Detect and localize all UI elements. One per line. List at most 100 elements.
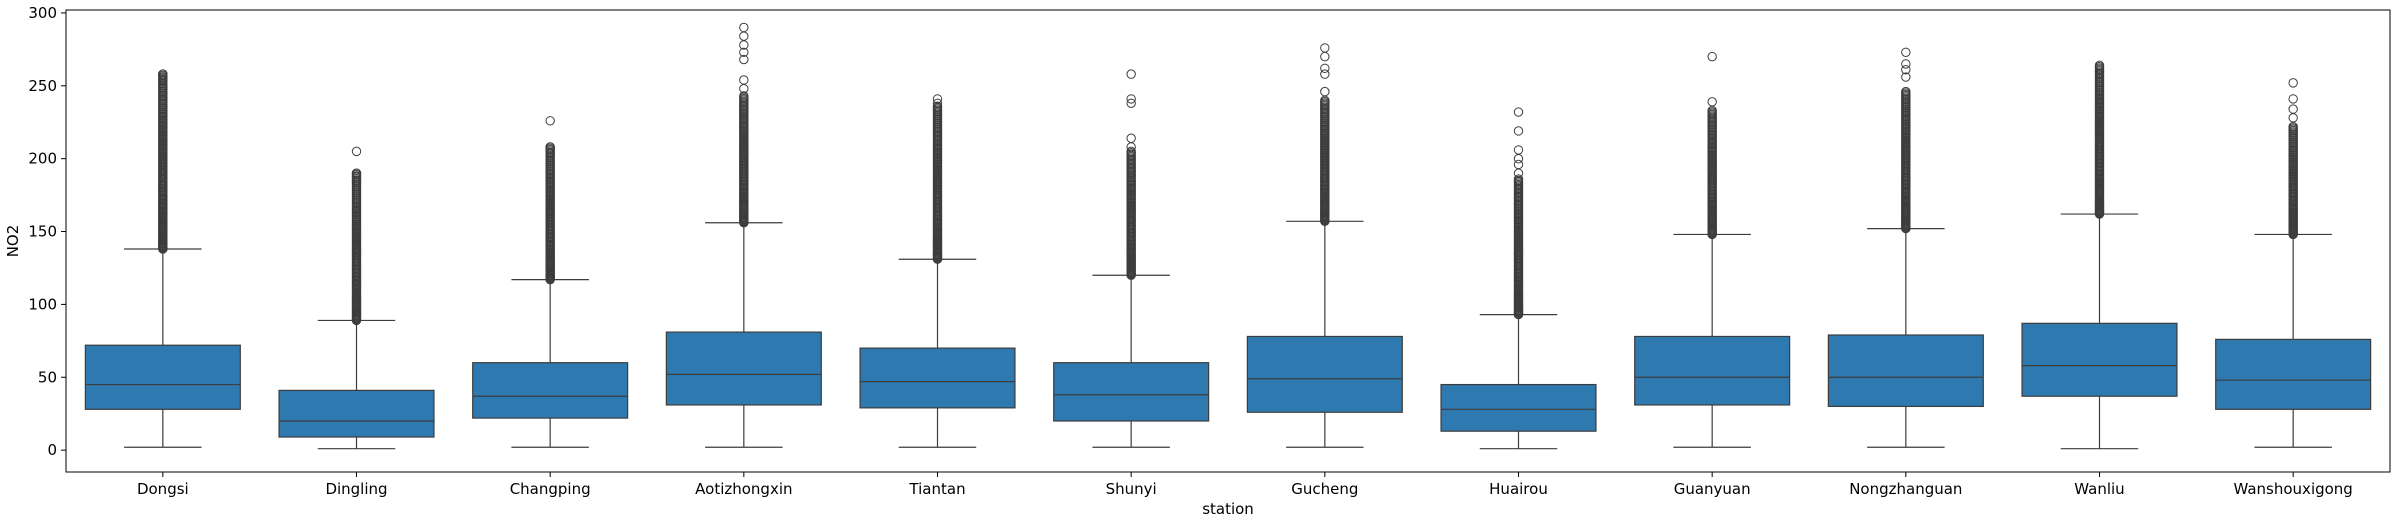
flier-point bbox=[1513, 174, 1524, 184]
x-tick-label: Aotizhongxin bbox=[695, 480, 792, 498]
box-group-gucheng bbox=[1246, 43, 1403, 448]
fliers bbox=[351, 146, 362, 326]
flier-point bbox=[545, 116, 555, 126]
fliers bbox=[2094, 60, 2105, 219]
plot-frame bbox=[65, 9, 2391, 473]
flier-point bbox=[2094, 60, 2105, 71]
flier-point bbox=[351, 168, 362, 178]
fliers bbox=[739, 22, 749, 228]
flier-point bbox=[1901, 47, 1911, 57]
flier-point bbox=[351, 175, 362, 186]
flier-point bbox=[2288, 78, 2298, 88]
box-group-dingling bbox=[278, 146, 435, 450]
box-group-shunyi bbox=[1053, 69, 1210, 448]
flier-point bbox=[1513, 145, 1524, 155]
flier-point bbox=[1513, 153, 1524, 164]
box-group-huairou bbox=[1440, 107, 1597, 450]
flier-point bbox=[158, 69, 168, 79]
flier-point bbox=[1126, 98, 1136, 108]
flier-point bbox=[2288, 104, 2298, 114]
flier-point bbox=[1126, 94, 1136, 104]
flier-point bbox=[1126, 133, 1136, 143]
flier-point bbox=[1513, 126, 1524, 136]
flier-point bbox=[351, 146, 362, 157]
box-iqr bbox=[278, 389, 435, 438]
y-tick-label: 300 bbox=[28, 4, 57, 22]
flier-point bbox=[739, 54, 749, 65]
fliers bbox=[2288, 78, 2298, 240]
y-tick-label: 250 bbox=[28, 77, 57, 95]
flier-point bbox=[1126, 69, 1136, 79]
y-axis-label: NO2 bbox=[4, 225, 22, 258]
fliers bbox=[1126, 69, 1136, 280]
x-tick-label: Wanshouxigong bbox=[2233, 480, 2352, 498]
flier-point bbox=[1320, 43, 1330, 53]
box-iqr bbox=[665, 331, 822, 406]
fliers bbox=[545, 116, 555, 285]
box-iqr bbox=[2021, 322, 2178, 397]
box-iqr bbox=[2215, 338, 2372, 410]
flier-point bbox=[739, 22, 749, 33]
flier-point bbox=[2288, 113, 2298, 123]
x-tick-label: Dongsi bbox=[137, 480, 189, 498]
x-tick-label: Guanyuan bbox=[1674, 480, 1751, 498]
flier-point bbox=[739, 75, 749, 85]
x-tick-label: Huairou bbox=[1489, 480, 1548, 498]
flier-point bbox=[1320, 63, 1330, 73]
flier-point bbox=[1901, 86, 1911, 97]
box-iqr bbox=[859, 347, 1016, 409]
box-iqr bbox=[1827, 334, 1984, 408]
flier-point bbox=[739, 31, 749, 41]
y-tick-label: 0 bbox=[47, 441, 57, 459]
axes-layer: Dongsi Dingling Changping Aotizhongxin Tiant… bbox=[28, 4, 2391, 498]
flier-point bbox=[1513, 159, 1524, 170]
x-tick-label: Gucheng bbox=[1291, 480, 1358, 498]
box-group-changping bbox=[472, 116, 629, 448]
y-tick-label: 200 bbox=[28, 150, 57, 168]
y-tick-label: 50 bbox=[38, 368, 57, 386]
fliers bbox=[1320, 43, 1330, 227]
box-iqr bbox=[472, 362, 629, 419]
box-iqr bbox=[1634, 335, 1791, 406]
flier-point bbox=[351, 171, 362, 181]
flier-point bbox=[2288, 94, 2298, 104]
flier-point bbox=[1901, 65, 1911, 75]
x-tick-label: Changping bbox=[510, 480, 591, 498]
boxes-layer bbox=[84, 22, 2372, 450]
x-tick-label: Tiantan bbox=[908, 480, 965, 498]
flier-point bbox=[932, 94, 943, 104]
flier-point bbox=[1320, 69, 1330, 79]
fliers bbox=[1513, 107, 1524, 320]
box-group-guanyuan bbox=[1634, 51, 1791, 448]
flier-point bbox=[932, 98, 943, 108]
y-tick-label: 100 bbox=[28, 295, 57, 313]
x-axis-label: station bbox=[1202, 500, 1254, 518]
fliers bbox=[1707, 51, 1717, 240]
box-iqr bbox=[1246, 335, 1403, 413]
flier-point bbox=[1707, 97, 1717, 107]
fliers bbox=[158, 69, 168, 254]
x-tick-label: Shunyi bbox=[1106, 480, 1157, 498]
flier-point bbox=[545, 148, 555, 158]
y-tick-label: 150 bbox=[28, 223, 57, 241]
flier-point bbox=[739, 91, 749, 101]
flier-point bbox=[158, 75, 168, 85]
flier-point bbox=[158, 72, 168, 82]
flier-point bbox=[1513, 107, 1524, 117]
fliers bbox=[1901, 47, 1911, 234]
flier-point bbox=[739, 47, 749, 57]
x-tick-label: Dingling bbox=[325, 480, 387, 498]
flier-point bbox=[1126, 146, 1136, 157]
box-group-nongzhanguan bbox=[1827, 47, 1984, 448]
flier-point bbox=[1901, 59, 1911, 69]
box-group-dongsi bbox=[84, 69, 241, 448]
box-group-aotizhongxin bbox=[665, 22, 822, 448]
x-tick-label: Wanliu bbox=[2074, 480, 2124, 498]
fliers bbox=[932, 94, 943, 264]
flier-point bbox=[1320, 51, 1330, 62]
flier-point bbox=[1901, 72, 1911, 82]
flier-point bbox=[545, 142, 555, 152]
box-iqr bbox=[84, 344, 241, 410]
box-group-wanshouxigong bbox=[2215, 78, 2372, 448]
